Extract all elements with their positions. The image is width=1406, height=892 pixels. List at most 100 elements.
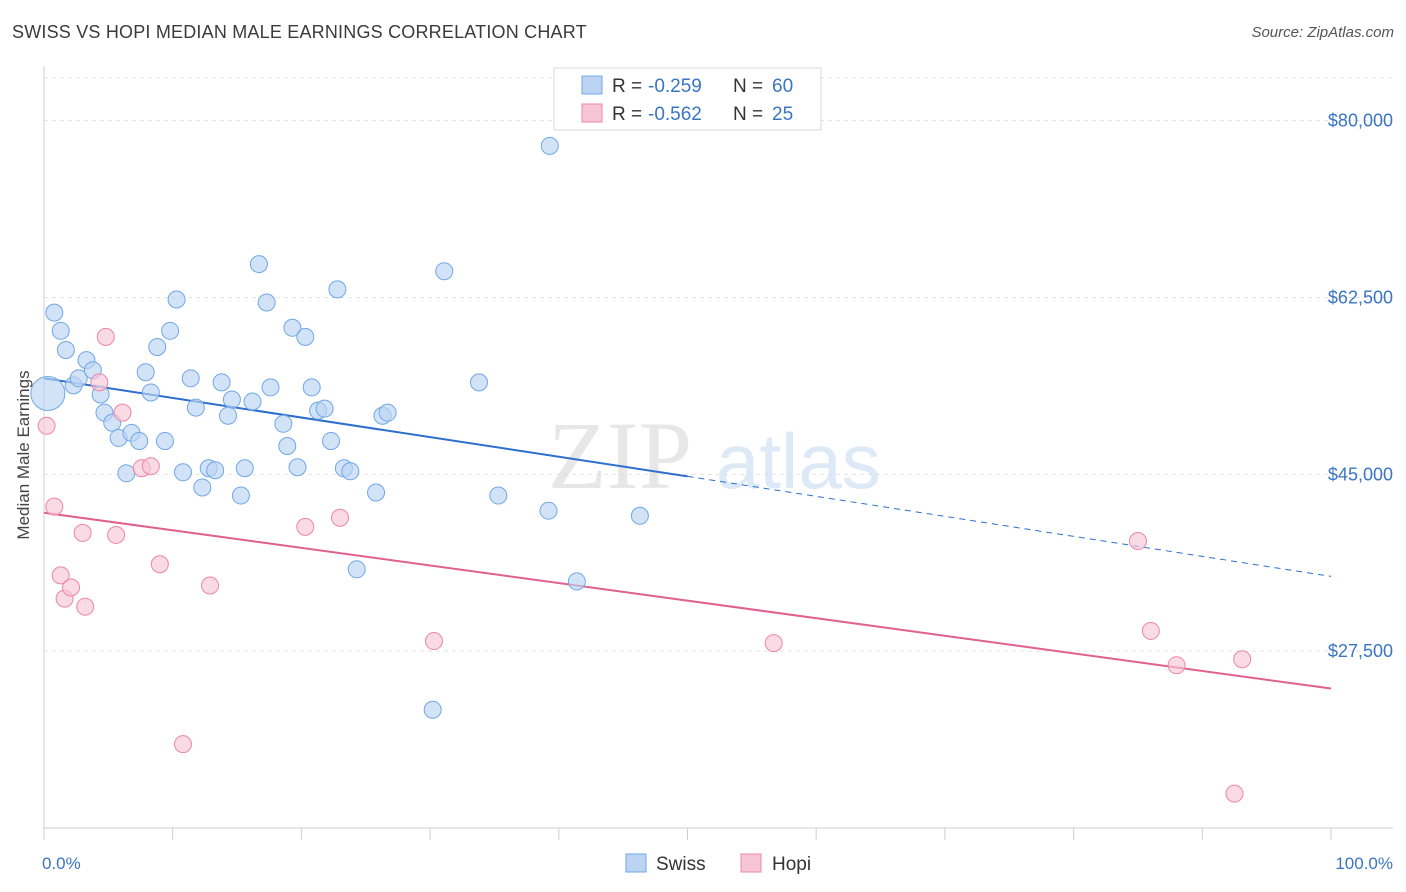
hopi-n-label: N = [733, 104, 763, 125]
swiss-point [219, 406, 238, 425]
series-legend: Swiss Hopi [625, 853, 811, 875]
swiss-point [367, 483, 386, 502]
hopi-point [1167, 656, 1186, 675]
swiss-point [117, 464, 136, 483]
trend-line-extension [687, 475, 1332, 577]
hopi-point [96, 327, 115, 346]
hopi-point [1141, 621, 1160, 640]
swiss-point [328, 280, 347, 299]
x-tick-labels: 0.0% 100.0% [42, 854, 1393, 873]
swiss-n-value: 60 [772, 76, 793, 97]
swiss-point [539, 501, 558, 520]
swiss-point [347, 560, 366, 579]
swiss-n-label: N = [733, 76, 763, 97]
hopi-point [331, 508, 350, 527]
swiss-point [155, 431, 174, 450]
hopi-point [62, 578, 81, 597]
swiss-point [296, 327, 315, 346]
swiss-point [540, 136, 559, 155]
swiss-point [235, 459, 254, 478]
swiss-point [567, 572, 586, 591]
hopi-point [1128, 532, 1147, 551]
hopi-r-value: -0.562 [648, 104, 702, 125]
swiss-point [167, 290, 186, 309]
swiss-point [249, 255, 268, 274]
swiss-point [161, 321, 180, 340]
swiss-point [56, 341, 75, 360]
hopi-r-label: R = [612, 104, 642, 125]
swiss-legend-label: Swiss [656, 854, 706, 875]
swiss-point [423, 700, 442, 719]
hopi-point [424, 632, 443, 651]
swiss-point [141, 383, 160, 402]
y-tick-label: $27,500 [1328, 641, 1393, 661]
swiss-point [261, 378, 280, 397]
swiss-point [274, 414, 293, 433]
swiss-point [51, 321, 70, 340]
swiss-point [130, 431, 149, 450]
swiss-point [231, 486, 250, 505]
y-axis-label: Median Male Earnings [14, 370, 33, 539]
trend-line-hopi [43, 511, 1332, 690]
hopi-point [73, 523, 92, 542]
x-tick-label: 100.0% [1335, 854, 1393, 873]
hopi-point [150, 555, 169, 574]
x-tick-label: 0.0% [42, 854, 81, 873]
swiss-point [378, 403, 397, 422]
swiss-r-value: -0.259 [648, 76, 702, 97]
swiss-point [222, 390, 241, 409]
hopi-point [107, 525, 126, 544]
hopi-point [201, 576, 220, 595]
swiss-point [470, 373, 489, 392]
swiss-point [148, 337, 167, 356]
swiss-point [173, 463, 192, 482]
swiss-point [489, 486, 508, 505]
hopi-legend-swatch [581, 103, 603, 123]
swiss-point [283, 318, 302, 337]
hopi-bottom-swatch [740, 853, 762, 873]
swiss-point [212, 373, 231, 392]
watermark-atlas: atlas [716, 417, 881, 505]
swiss-point [193, 478, 212, 497]
swiss-point [30, 375, 66, 411]
hopi-n-value: 25 [772, 104, 793, 125]
swiss-point [136, 363, 155, 382]
swiss-point [315, 399, 334, 418]
swiss-point [322, 431, 341, 450]
grid-lines [44, 77, 1393, 652]
hopi-point [141, 457, 160, 476]
hopi-point [296, 517, 315, 536]
swiss-point [186, 398, 205, 417]
hopi-point [173, 735, 192, 754]
swiss-point [243, 392, 262, 411]
swiss-r-label: R = [612, 76, 642, 97]
chart-title: SWISS VS HOPI MEDIAN MALE EARNINGS CORRE… [12, 22, 587, 42]
hopi-point [113, 403, 132, 422]
swiss-legend-swatch [581, 75, 603, 95]
swiss-point [341, 462, 360, 481]
swiss-point [278, 437, 297, 456]
stats-legend: R = -0.259 N = 60 R = -0.562 N = 25 [553, 67, 822, 131]
y-tick-labels: $80,000 $62,500 $45,000 $27,500 [1328, 111, 1393, 662]
swiss-point [181, 369, 200, 388]
y-tick-label: $45,000 [1328, 464, 1393, 484]
swiss-point [302, 378, 321, 397]
watermark-zip: ZIP [548, 402, 692, 509]
swiss-point [45, 303, 64, 322]
swiss-point [288, 458, 307, 477]
hopi-point [45, 497, 64, 516]
hopi-point [76, 597, 95, 616]
hopi-point [764, 634, 783, 653]
swiss-point [69, 369, 88, 388]
y-tick-label: $62,500 [1328, 287, 1393, 307]
swiss-bottom-swatch [625, 853, 647, 873]
y-tick-label: $80,000 [1328, 111, 1393, 131]
source-label: Source: ZipAtlas.com [1251, 24, 1394, 41]
data-points [30, 136, 1252, 803]
hopi-point [1233, 650, 1252, 669]
hopi-point [1225, 784, 1244, 803]
hopi-point [90, 373, 109, 392]
axes [43, 66, 1393, 840]
swiss-point [435, 262, 454, 281]
